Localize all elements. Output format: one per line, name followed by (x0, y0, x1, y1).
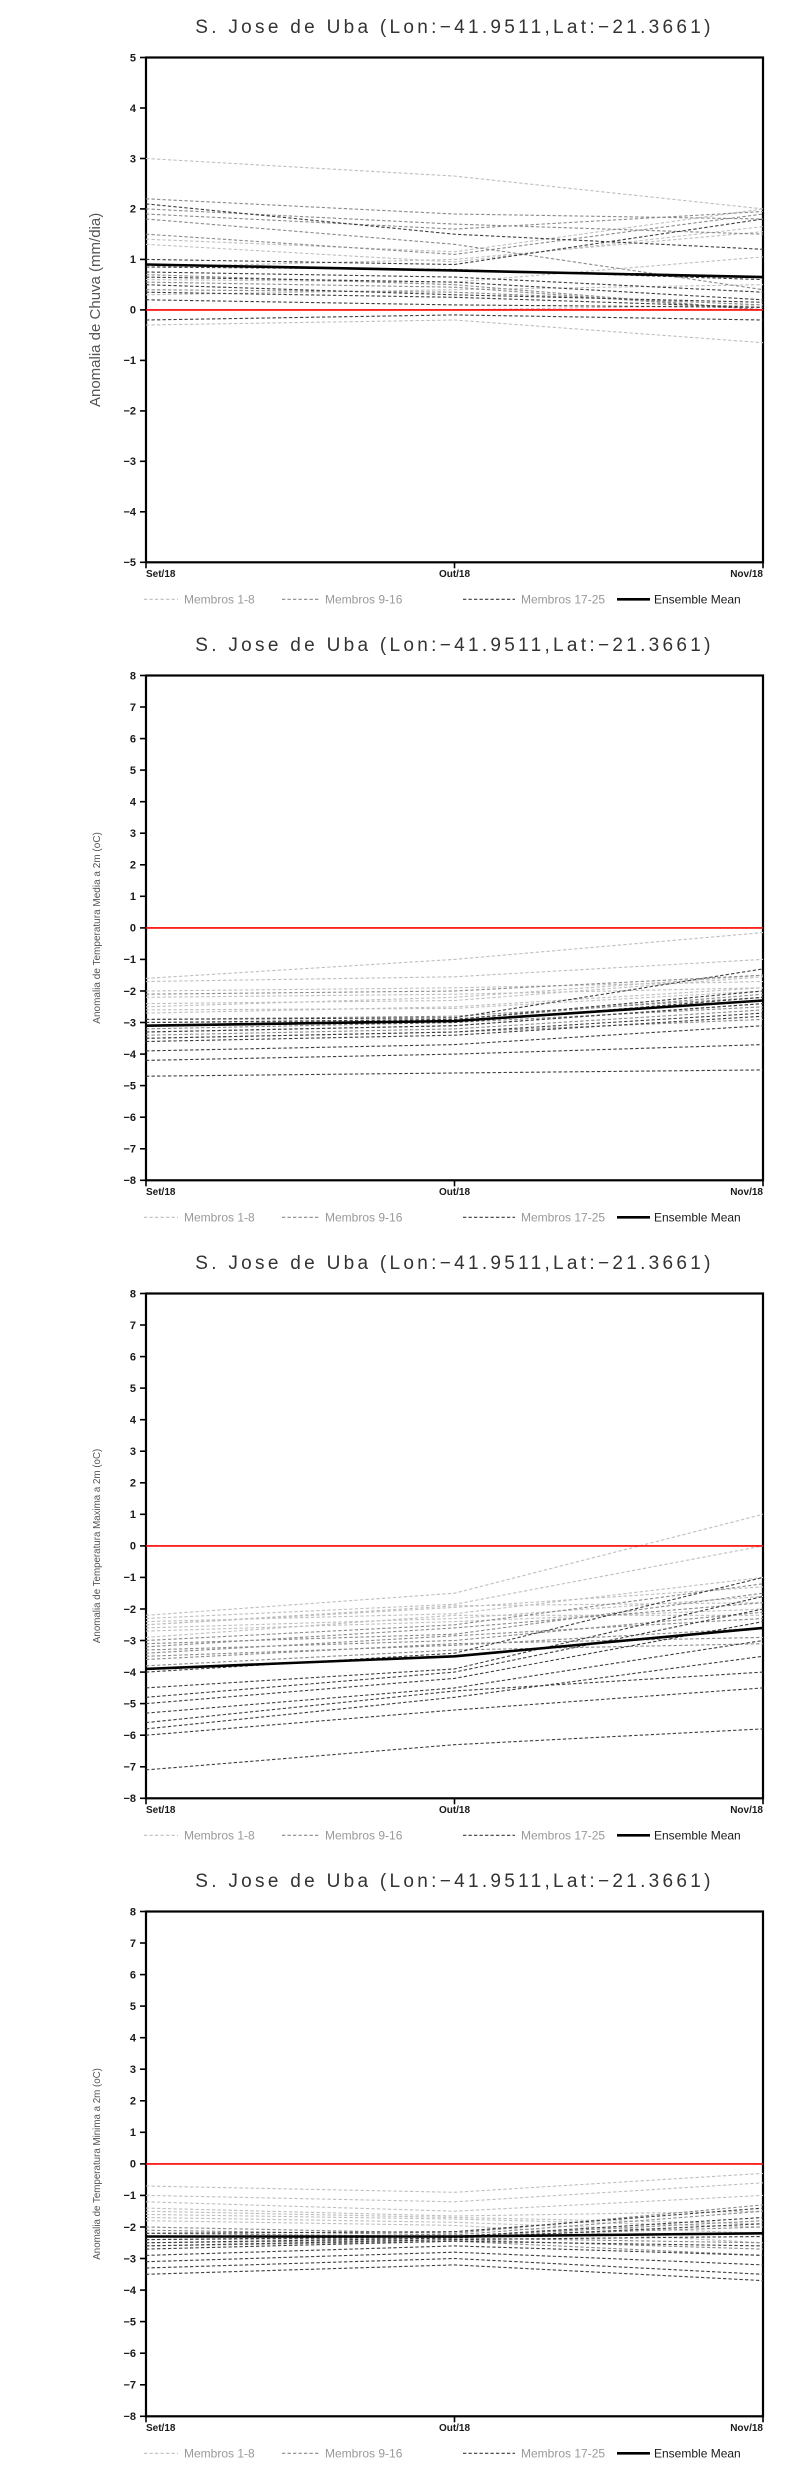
svg-text:−2: −2 (123, 986, 136, 998)
svg-text:−7: −7 (123, 1144, 136, 1156)
svg-text:Ensemble Mean: Ensemble Mean (654, 592, 741, 606)
svg-text:Membros 9-16: Membros 9-16 (325, 2446, 403, 2460)
svg-text:−7: −7 (123, 1762, 136, 1774)
svg-text:Membros 9-16: Membros 9-16 (325, 1210, 403, 1224)
svg-text:2: 2 (130, 1478, 136, 1490)
svg-text:7: 7 (130, 702, 136, 714)
svg-text:S. Jose de Uba (Lon:−41.9511,L: S. Jose de Uba (Lon:−41.9511,Lat:−21.366… (195, 1871, 714, 1892)
svg-text:Ensemble Mean: Ensemble Mean (654, 1210, 741, 1224)
svg-text:Nov/18: Nov/18 (730, 1805, 763, 1816)
svg-text:−5: −5 (123, 557, 136, 569)
svg-text:5: 5 (130, 765, 136, 777)
svg-text:Set/18: Set/18 (146, 569, 176, 580)
svg-text:5: 5 (130, 1383, 136, 1395)
svg-text:−6: −6 (123, 2348, 136, 2360)
svg-text:Membros 1-8: Membros 1-8 (184, 1210, 255, 1224)
svg-text:Nov/18: Nov/18 (730, 569, 763, 580)
svg-text:−4: −4 (123, 1049, 136, 1061)
svg-text:5: 5 (130, 2001, 136, 2013)
svg-text:−8: −8 (123, 1793, 136, 1805)
svg-text:2: 2 (130, 204, 136, 216)
svg-text:0: 0 (130, 2159, 136, 2171)
svg-text:Membros 1-8: Membros 1-8 (184, 592, 255, 606)
svg-text:1: 1 (130, 254, 136, 266)
svg-text:Membros 17-25: Membros 17-25 (521, 2446, 605, 2460)
svg-text:0: 0 (130, 1541, 136, 1553)
svg-text:Membros 17-25: Membros 17-25 (521, 592, 605, 606)
svg-text:Out/18: Out/18 (439, 2423, 471, 2434)
svg-text:−3: −3 (123, 456, 136, 468)
svg-text:8: 8 (130, 1906, 136, 1918)
svg-text:−4: −4 (123, 2285, 136, 2297)
svg-text:−1: −1 (123, 355, 136, 367)
svg-text:8: 8 (130, 1288, 136, 1300)
svg-text:Ensemble Mean: Ensemble Mean (654, 2446, 741, 2460)
svg-text:4: 4 (130, 797, 137, 809)
svg-text:8: 8 (130, 670, 136, 682)
svg-text:−1: −1 (123, 1572, 136, 1584)
svg-text:3: 3 (130, 153, 136, 165)
svg-text:−1: −1 (123, 954, 136, 966)
svg-text:5: 5 (130, 52, 136, 64)
svg-text:−4: −4 (123, 1667, 136, 1679)
svg-text:−4: −4 (123, 507, 136, 519)
svg-text:Membros 1-8: Membros 1-8 (184, 1828, 255, 1842)
svg-text:6: 6 (130, 733, 136, 745)
svg-text:−7: −7 (123, 2380, 136, 2392)
svg-text:−3: −3 (123, 1635, 136, 1647)
svg-text:Out/18: Out/18 (439, 569, 471, 580)
svg-text:Nov/18: Nov/18 (730, 2423, 763, 2434)
svg-text:Anomalia de Chuva (mm/dia): Anomalia de Chuva (mm/dia) (87, 213, 104, 407)
svg-text:−1: −1 (123, 2190, 136, 2202)
svg-text:S. Jose de Uba (Lon:−41.9511,L: S. Jose de Uba (Lon:−41.9511,Lat:−21.366… (195, 17, 714, 38)
svg-text:1: 1 (130, 891, 136, 903)
svg-text:6: 6 (130, 1969, 136, 1981)
svg-text:2: 2 (130, 860, 136, 872)
svg-text:−5: −5 (123, 1080, 136, 1092)
svg-text:Membros 9-16: Membros 9-16 (325, 592, 403, 606)
svg-text:−6: −6 (123, 1730, 136, 1742)
svg-text:Ensemble Mean: Ensemble Mean (654, 1828, 741, 1842)
svg-text:4: 4 (130, 1415, 137, 1427)
svg-text:4: 4 (130, 103, 137, 115)
svg-text:2: 2 (130, 2096, 136, 2108)
svg-text:−2: −2 (123, 1604, 136, 1616)
svg-text:7: 7 (130, 1320, 136, 1332)
svg-text:6: 6 (130, 1351, 136, 1363)
svg-text:Membros 17-25: Membros 17-25 (521, 1828, 605, 1842)
svg-text:−8: −8 (123, 1175, 136, 1187)
svg-text:0: 0 (130, 305, 136, 317)
svg-text:3: 3 (130, 2064, 136, 2076)
svg-text:Anomalia de Temperatura Media: Anomalia de Temperatura Media a 2m (oC) (92, 832, 103, 1024)
svg-text:−3: −3 (123, 1017, 136, 1029)
svg-text:Set/18: Set/18 (146, 2423, 176, 2434)
svg-text:Anomalia de Temperatura Minima: Anomalia de Temperatura Minima a 2m (oC) (92, 2068, 103, 2260)
svg-text:Set/18: Set/18 (146, 1805, 176, 1816)
svg-text:4: 4 (130, 2033, 137, 2045)
svg-text:Out/18: Out/18 (439, 1805, 471, 1816)
svg-text:−5: −5 (123, 2316, 136, 2328)
svg-text:−8: −8 (123, 2411, 136, 2423)
svg-text:Membros 17-25: Membros 17-25 (521, 1210, 605, 1224)
svg-text:Set/18: Set/18 (146, 1187, 176, 1198)
svg-text:0: 0 (130, 923, 136, 935)
svg-text:Membros 9-16: Membros 9-16 (325, 1828, 403, 1842)
svg-text:−2: −2 (123, 2222, 136, 2234)
svg-text:3: 3 (130, 828, 136, 840)
svg-text:3: 3 (130, 1446, 136, 1458)
svg-text:Membros 1-8: Membros 1-8 (184, 2446, 255, 2460)
svg-text:7: 7 (130, 1938, 136, 1950)
svg-text:Nov/18: Nov/18 (730, 1187, 763, 1198)
svg-text:−5: −5 (123, 1698, 136, 1710)
svg-text:−2: −2 (123, 406, 136, 418)
svg-text:1: 1 (130, 1509, 136, 1521)
svg-text:S. Jose de Uba (Lon:−41.9511,L: S. Jose de Uba (Lon:−41.9511,Lat:−21.366… (195, 1253, 714, 1274)
svg-text:Anomalia de Temperatura Maxima: Anomalia de Temperatura Maxima a 2m (oC) (92, 1449, 103, 1643)
svg-text:−3: −3 (123, 2253, 136, 2265)
svg-text:Out/18: Out/18 (439, 1187, 471, 1198)
svg-text:−6: −6 (123, 1112, 136, 1124)
svg-text:1: 1 (130, 2127, 136, 2139)
svg-text:S. Jose de Uba (Lon:−41.9511,L: S. Jose de Uba (Lon:−41.9511,Lat:−21.366… (195, 635, 714, 656)
